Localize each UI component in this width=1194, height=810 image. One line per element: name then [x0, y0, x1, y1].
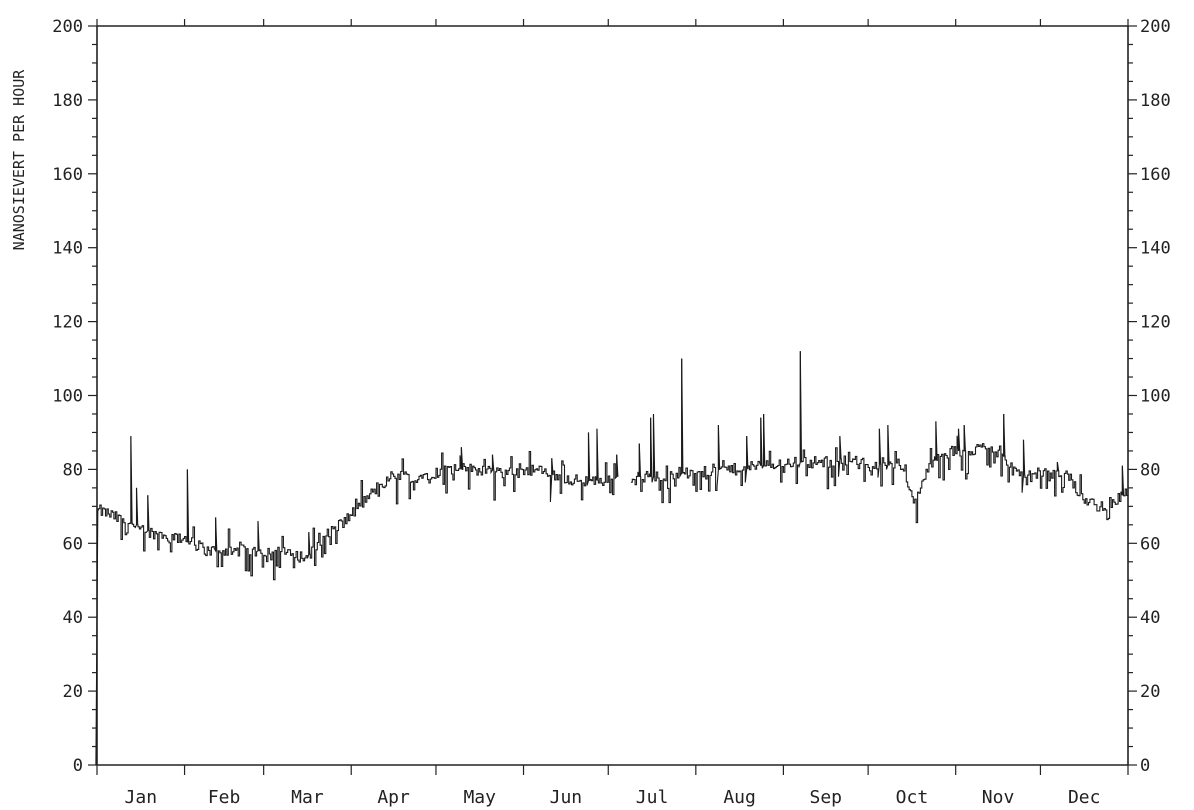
y-tick-label-right: 160: [1140, 165, 1171, 185]
x-month-label: Apr: [377, 787, 410, 808]
y-tick-label-left: 60: [63, 534, 83, 554]
y-tick-label-right: 120: [1140, 313, 1171, 333]
x-month-label: Feb: [208, 787, 241, 808]
y-tick-label-right: 180: [1140, 91, 1171, 111]
y-tick-label-right: 100: [1140, 387, 1171, 407]
y-tick-label-left: 0: [73, 756, 83, 776]
y-tick-label-left: 160: [52, 165, 83, 185]
x-month-label: Oct: [896, 787, 929, 808]
x-month-label: Nov: [982, 787, 1015, 808]
y-tick-label-left: 140: [52, 239, 83, 259]
x-month-label: Mar: [291, 787, 324, 808]
y-tick-label-left: 100: [52, 387, 83, 407]
x-month-label: Jan: [125, 787, 158, 808]
x-month-label: Aug: [723, 787, 756, 808]
x-axis: Jan Feb Mar Apr May Jun Jul Aug Sep Oct Nov Dec: [96, 19, 1129, 808]
x-month-label: Sep: [810, 787, 843, 808]
y-tick-label-left: 180: [52, 91, 83, 111]
y-tick-label-right: 140: [1140, 239, 1171, 259]
x-month-label: May: [463, 787, 496, 808]
y-tick-label-right: 0: [1140, 756, 1150, 776]
y-axis-title: NANOSIEVERT PER HOUR: [10, 69, 28, 251]
y-tick-label-right: 80: [1140, 460, 1160, 480]
y-tick-label-right: 20: [1140, 682, 1160, 702]
y-tick-label-right: 40: [1140, 608, 1160, 628]
y-tick-label-left: 120: [52, 313, 83, 333]
y-tick-label-left: 20: [63, 682, 83, 702]
y-tick-label-left: 80: [63, 460, 83, 480]
x-month-label: Jul: [636, 787, 669, 808]
series-trace-segment: [95, 428, 619, 766]
x-month-label: Jun: [550, 787, 583, 808]
left-y-axis: 0 20 40 60 80 100 120 140 160 180 200: [52, 17, 97, 776]
x-month-label: Dec: [1068, 787, 1101, 808]
data-series: [95, 351, 1129, 766]
y-tick-label-left: 40: [63, 608, 83, 628]
y-tick-label-right: 200: [1140, 17, 1171, 37]
plot-frame: [96, 25, 1129, 766]
right-y-axis: 0 20 40 60 80 100 120 140 160 180 200: [1128, 17, 1171, 776]
y-tick-label-right: 60: [1140, 534, 1160, 554]
y-tick-label-left: 200: [52, 17, 83, 37]
